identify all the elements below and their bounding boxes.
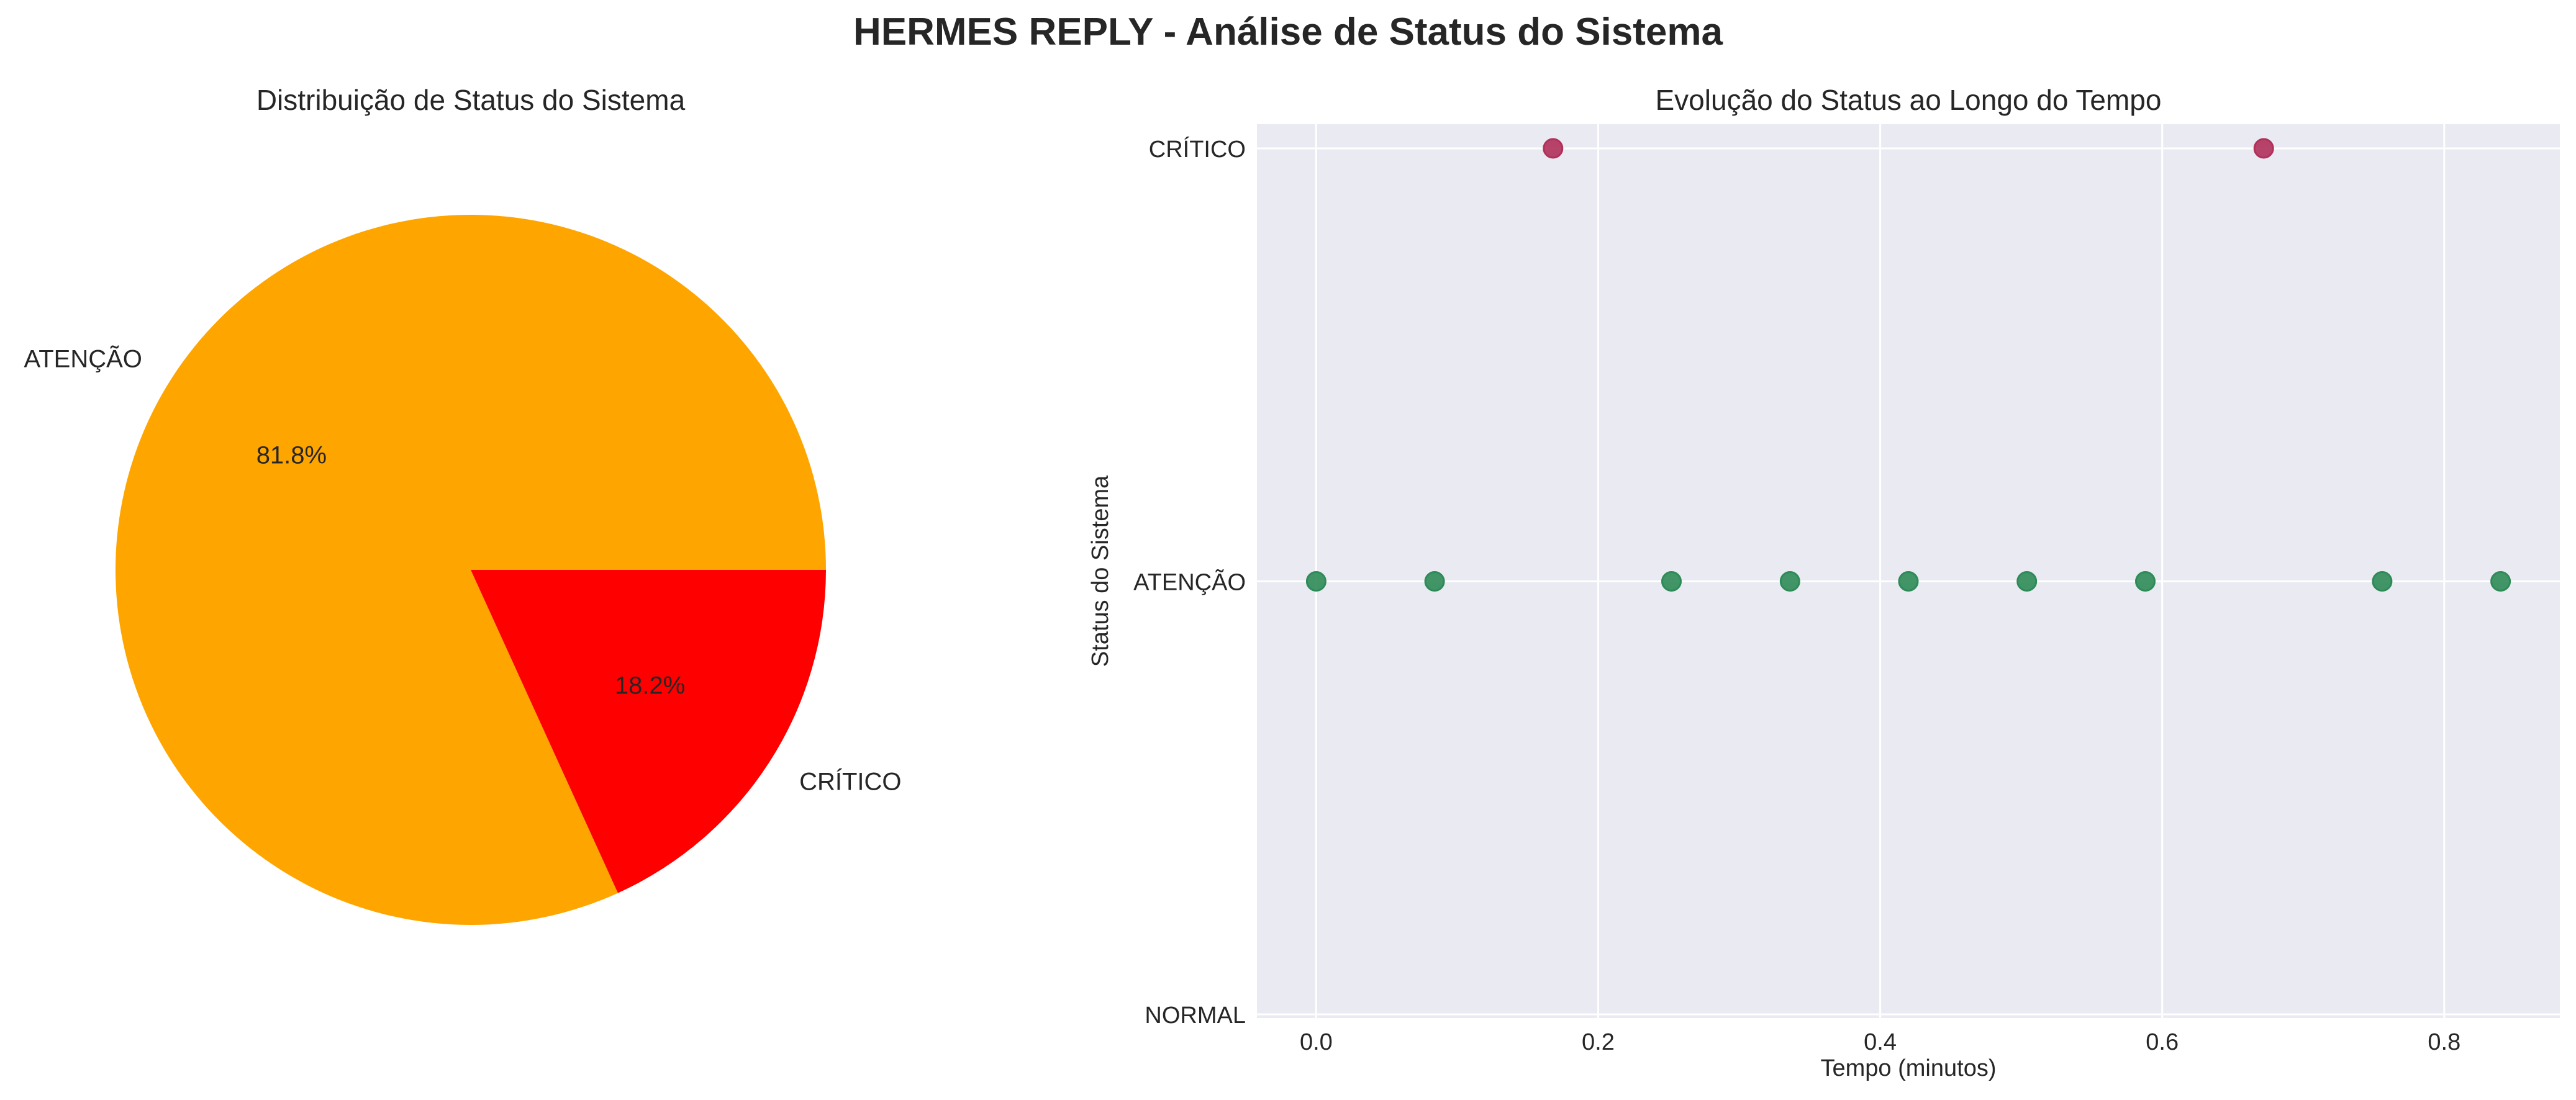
pie-slices (115, 214, 827, 925)
pie-percent-critico: 18.2% (615, 672, 685, 700)
x-tick-label: 0.6 (2146, 1029, 2179, 1055)
pie-label-atencao: ATENÇÃO (24, 345, 142, 373)
scatter-point (2490, 571, 2511, 592)
scatter-point (2253, 138, 2274, 159)
figure-title: HERMES REPLY - Análise de Status do Sist… (853, 11, 1723, 53)
y-tick-label-normal: NORMAL (1145, 1003, 1246, 1029)
scatter-point (2016, 571, 2038, 592)
x-tick-label: 0.4 (1864, 1029, 1897, 1055)
x-tick-label: 0.0 (1300, 1029, 1333, 1055)
pie-slice-atencao (115, 214, 827, 925)
scatter-chart-title: Evolução do Status ao Longo do Tempo (1656, 84, 2162, 116)
scatter-x-tick-labels: 0.0 0.2 0.4 0.6 0.8 (1300, 1029, 2460, 1055)
x-tick-label: 0.8 (2428, 1029, 2460, 1055)
pie-label-critico: CRÍTICO (799, 768, 901, 796)
pie-chart: Distribuição de Status do Sistema ATENÇÃ… (24, 84, 902, 925)
scatter-point (1898, 571, 1919, 592)
scatter-chart: 0.0 0.2 0.4 0.6 0.8 NORMAL ATENÇÃO CRÍTICO Evo… (1087, 84, 2560, 1081)
y-tick-label-atencao: ATENÇÃO (1133, 569, 1246, 596)
scatter-x-axis-label: Tempo (minutos) (1821, 1055, 1997, 1081)
x-tick-label: 0.2 (1582, 1029, 1615, 1055)
scatter-point (1305, 571, 1327, 592)
y-tick-label-critico: CRÍTICO (1149, 136, 1246, 163)
pie-percent-atencao: 81.8% (256, 441, 327, 469)
scatter-point (1779, 571, 1800, 592)
scatter-point (2135, 571, 2156, 592)
scatter-y-axis-label: Status do Sistema (1087, 475, 1113, 667)
scatter-point (1661, 571, 1682, 592)
scatter-point (2372, 571, 2393, 592)
pie-chart-title: Distribuição de Status do Sistema (256, 84, 686, 116)
scatter-point (1543, 138, 1564, 159)
scatter-points (1305, 138, 2511, 592)
pie-labels: ATENÇÃO 81.8% CRÍTICO 18.2% (24, 345, 902, 796)
scatter-grid (1257, 124, 2560, 1018)
pie-slice-critico (471, 570, 826, 893)
scatter-point (1424, 571, 1445, 592)
scatter-y-tick-labels: NORMAL ATENÇÃO CRÍTICO (1133, 136, 1246, 1029)
